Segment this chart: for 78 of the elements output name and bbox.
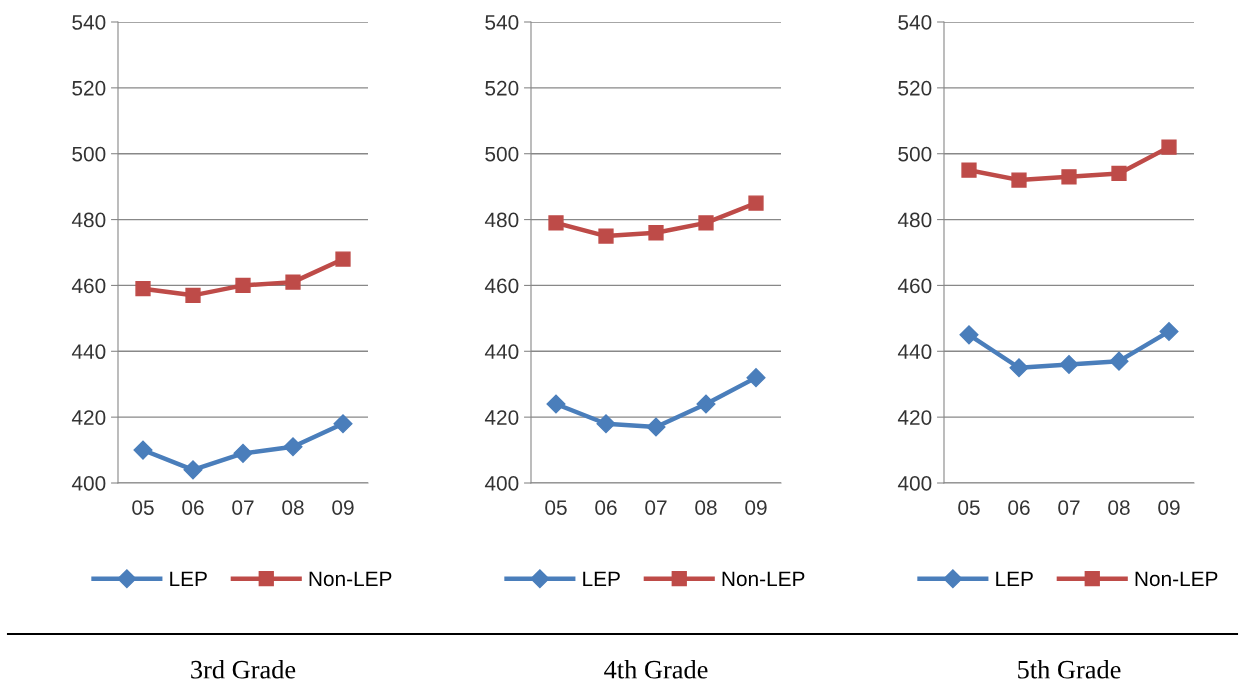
point	[285, 274, 301, 290]
y-tick-label: 540	[485, 15, 519, 30]
point	[235, 277, 251, 294]
x-tick-label: 07	[645, 500, 667, 515]
x-tick-label: 06	[182, 500, 204, 515]
y-tick-label: 400	[897, 476, 932, 491]
x-tick-label: 08	[695, 500, 717, 515]
y-tick-label: 520	[72, 80, 106, 96]
point	[1059, 354, 1079, 374]
y-tick-label: 480	[71, 212, 106, 228]
x-tick-label: 05	[545, 500, 567, 515]
point	[1111, 165, 1127, 182]
point	[546, 394, 566, 414]
point	[133, 440, 153, 460]
y-tick-label: 420	[71, 410, 106, 425]
point	[1009, 358, 1029, 378]
y-tick-label: 480	[897, 212, 932, 228]
point	[233, 443, 253, 463]
point	[746, 368, 766, 388]
y-tick-label: 520	[898, 80, 932, 96]
y-tick-label: 420	[484, 410, 519, 425]
point	[698, 215, 714, 231]
point	[646, 417, 666, 437]
legend-label: LEP	[996, 571, 1033, 586]
y-tick-label: 440	[897, 344, 932, 360]
point	[598, 228, 614, 244]
y-tick-label: 460	[484, 278, 519, 294]
y-tick-label: 460	[897, 278, 932, 294]
y-tick-label: 460	[71, 278, 106, 294]
text: 5th Grade	[1018, 660, 1121, 679]
point	[1109, 351, 1129, 371]
y-tick-label: 420	[897, 410, 932, 425]
x-tick-label: 08	[282, 500, 304, 515]
x-tick-label: 09	[745, 500, 767, 515]
y-tick-label: 500	[485, 146, 519, 162]
point	[748, 195, 764, 211]
x-tick-label: 06	[595, 500, 617, 515]
x-tick-label: 05	[132, 500, 154, 515]
legend-label: Non-LEP	[1135, 571, 1218, 587]
legend-label: LEP	[170, 571, 207, 586]
x-tick-label: 09	[332, 500, 354, 515]
point	[696, 394, 716, 414]
point	[959, 325, 979, 345]
point	[1011, 172, 1027, 188]
legend-label: Non-LEP	[309, 571, 392, 587]
point	[183, 460, 203, 480]
point	[1159, 321, 1179, 342]
point	[596, 414, 616, 434]
point	[961, 162, 977, 178]
x-tick-label: 08	[1108, 500, 1130, 515]
point	[333, 414, 353, 434]
y-tick-label: 540	[898, 15, 932, 30]
point	[185, 287, 201, 303]
legend-label: Non-LEP	[722, 571, 805, 587]
legend-label: LEP	[583, 571, 620, 586]
x-tick-label: 07	[232, 500, 254, 515]
y-tick-label: 440	[71, 344, 106, 360]
y-tick-label: 500	[72, 146, 106, 162]
y-tick-label: 440	[484, 344, 519, 360]
y-tick-label: 520	[485, 80, 519, 96]
y-tick-label: 540	[72, 15, 106, 30]
point	[1161, 139, 1177, 155]
y-tick-label: 500	[898, 146, 932, 162]
text: 4th Grade	[604, 660, 708, 679]
y-tick-label: 400	[484, 476, 519, 491]
point	[1061, 169, 1077, 185]
point	[548, 215, 564, 231]
x-tick-label: 05	[958, 500, 980, 515]
point	[648, 225, 664, 241]
x-tick-label: 06	[1008, 500, 1030, 515]
point	[283, 437, 303, 457]
x-tick-label: 09	[1158, 500, 1180, 515]
text: 3rd Grade	[191, 660, 296, 679]
y-tick-label: 480	[484, 212, 519, 228]
y-tick-label: 400	[71, 476, 106, 491]
point	[335, 251, 351, 267]
point	[135, 281, 151, 297]
x-tick-label: 07	[1058, 500, 1080, 515]
